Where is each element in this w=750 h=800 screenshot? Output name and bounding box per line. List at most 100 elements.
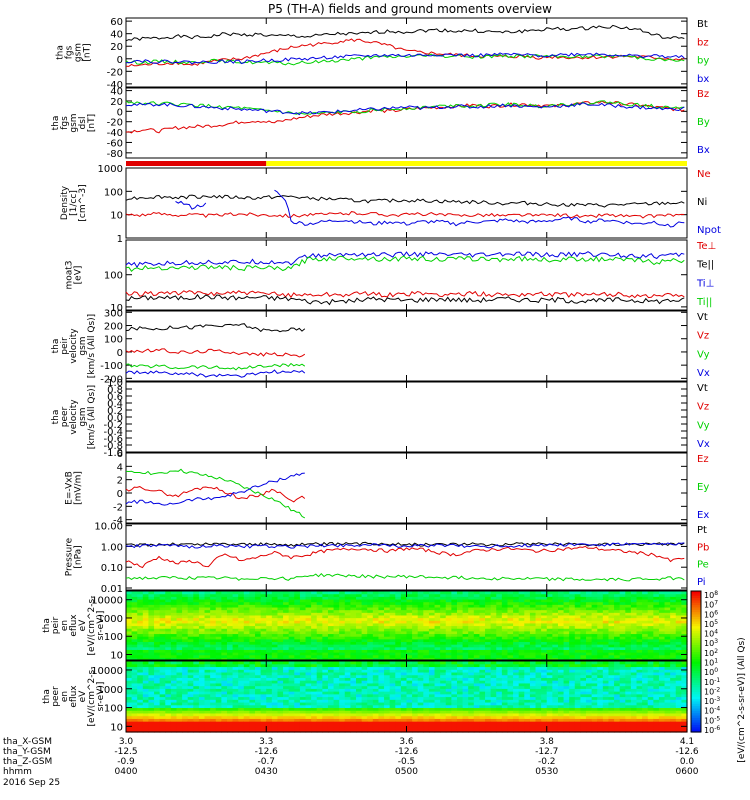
heatmap-cell xyxy=(221,652,228,656)
heatmap-cell xyxy=(490,726,497,730)
heatmap-cell xyxy=(440,669,447,673)
heatmap-cell xyxy=(372,644,380,648)
heatmap-cell xyxy=(339,685,346,689)
heatmap-cell xyxy=(440,604,447,608)
heatmap-cell xyxy=(210,701,217,706)
heatmap-cell xyxy=(322,622,329,627)
heatmap-cell xyxy=(159,630,166,635)
heatmap-cell xyxy=(361,723,368,728)
heatmap-cell xyxy=(159,699,166,703)
heatmap-cell xyxy=(215,669,222,673)
heatmap-cell xyxy=(524,644,531,648)
heatmap-cell xyxy=(423,661,430,665)
heatmap-cell xyxy=(541,617,548,621)
heatmap-cell xyxy=(535,723,542,728)
heatmap-cell xyxy=(260,638,267,643)
heatmap-cell xyxy=(518,682,525,687)
heatmap-cell xyxy=(221,649,228,653)
heatmap-cell xyxy=(496,674,503,678)
heatmap-cell xyxy=(574,596,582,600)
y-axis-label: tha xyxy=(42,618,52,633)
heatmap-cell xyxy=(367,669,374,673)
heatmap-cell xyxy=(126,699,133,703)
heatmap-cell xyxy=(316,677,323,681)
heatmap-cell xyxy=(131,609,138,613)
heatmap-cell xyxy=(423,682,430,687)
heatmap-cell xyxy=(210,685,217,689)
heatmap-cell xyxy=(277,677,284,681)
heatmap-cell xyxy=(238,636,245,640)
heatmap-cell xyxy=(468,604,475,608)
heatmap-cell xyxy=(142,630,150,635)
heatmap-cell xyxy=(154,682,161,687)
heatmap-cell xyxy=(137,729,144,733)
heatmap-cell xyxy=(473,669,481,673)
heatmap-cell xyxy=(283,704,290,709)
heatmap-cell xyxy=(126,666,133,670)
heatmap-cell xyxy=(193,715,200,719)
heatmap-cell xyxy=(513,710,520,714)
heatmap-cell xyxy=(378,677,385,681)
heatmap-cell xyxy=(580,614,587,619)
heatmap-cell xyxy=(479,628,486,632)
heatmap-cell xyxy=(299,644,307,648)
heatmap-cell xyxy=(507,715,514,719)
y-axis-label: eV xyxy=(78,619,88,632)
heatmap-cell xyxy=(389,657,396,661)
heatmap-cell xyxy=(473,628,481,632)
heatmap-cell xyxy=(339,669,346,673)
heatmap-cell xyxy=(608,652,615,656)
heatmap-cell xyxy=(361,646,368,650)
heatmap-cell xyxy=(154,680,161,684)
heatmap-cell xyxy=(574,628,582,632)
heatmap-cell xyxy=(311,718,318,722)
heatmap-cell xyxy=(473,723,481,728)
heatmap-cell xyxy=(462,691,469,695)
heatmap-cell xyxy=(372,609,380,613)
heatmap-cell xyxy=(356,685,363,689)
heatmap-cell xyxy=(260,601,267,605)
heatmap-cell xyxy=(473,591,481,595)
heatmap-cell xyxy=(389,682,396,687)
heatmap-cell xyxy=(473,617,481,621)
heatmap-cell xyxy=(417,636,424,640)
heatmap-cell xyxy=(137,604,144,608)
heatmap-cell xyxy=(395,593,402,597)
heatmap-cell xyxy=(608,657,615,661)
heatmap-cell xyxy=(479,707,486,711)
heatmap-cell xyxy=(451,641,458,645)
heatmap-cell xyxy=(344,666,351,670)
heatmap-cell xyxy=(586,612,593,616)
heatmap-cell xyxy=(327,680,335,684)
heatmap-cell xyxy=(670,654,677,658)
heatmap-cell xyxy=(288,691,295,695)
heatmap-cell xyxy=(210,682,217,687)
heatmap-cell xyxy=(468,636,475,640)
heatmap-cell xyxy=(137,707,144,711)
heatmap-cell xyxy=(142,601,150,605)
heatmap-cell xyxy=(535,617,542,621)
heatmap-cell xyxy=(210,609,217,613)
heatmap-cell xyxy=(333,622,340,627)
heatmap-cell xyxy=(294,718,301,722)
heatmap-cell xyxy=(372,622,380,627)
heatmap-cell xyxy=(159,688,166,692)
heatmap-cell xyxy=(473,674,481,678)
heatmap-cell xyxy=(271,609,279,613)
heatmap-cell xyxy=(642,649,649,653)
heatmap-cell xyxy=(378,622,385,627)
heatmap-cell xyxy=(412,704,419,709)
heatmap-cell xyxy=(154,598,161,603)
heatmap-cell xyxy=(226,633,234,637)
heatmap-cell xyxy=(299,688,307,692)
heatmap-cell xyxy=(226,671,234,676)
heatmap-cell xyxy=(277,625,284,629)
heatmap-cell xyxy=(546,704,553,709)
heatmap-cell xyxy=(440,682,447,687)
heatmap-cell xyxy=(193,663,200,668)
heatmap-cell xyxy=(406,693,413,698)
heatmap-cell xyxy=(597,593,604,597)
y-axis-label: tha xyxy=(56,45,66,60)
heatmap-cell xyxy=(569,652,576,656)
